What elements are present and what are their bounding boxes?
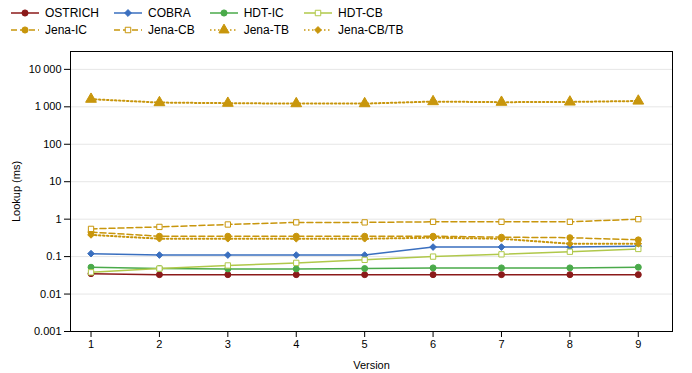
- svg-text:5: 5: [362, 338, 368, 350]
- svg-text:100: 100: [43, 138, 61, 150]
- svg-text:0.01: 0.01: [40, 288, 61, 300]
- html-text:HDT-CB: HDT-CB: [338, 6, 383, 20]
- html-text:COBRA: COBRA: [148, 6, 191, 20]
- svg-text:Version: Version: [353, 359, 390, 371]
- html-text:HDT-IC: HDT-IC: [243, 6, 284, 20]
- svg-text:0.1: 0.1: [46, 250, 61, 262]
- html-text:Jena-CB: Jena-CB: [148, 23, 195, 37]
- svg-text:0.001: 0.001: [34, 325, 62, 337]
- svg-text:7: 7: [498, 338, 504, 350]
- svg-text:10 000: 10 000: [29, 63, 62, 75]
- html-text:Jena-TB: Jena-TB: [243, 23, 289, 37]
- svg-text:3: 3: [225, 338, 231, 350]
- svg-text:4: 4: [293, 338, 299, 350]
- html-text:Jena-CB/TB: Jena-CB/TB: [338, 23, 404, 37]
- svg-text:Lookup (ms): Lookup (ms): [10, 161, 22, 222]
- svg-text:1: 1: [88, 338, 94, 350]
- html-text:OSTRICH: OSTRICH: [45, 6, 99, 20]
- svg-text:10: 10: [49, 175, 61, 187]
- svg-text:8: 8: [567, 338, 573, 350]
- svg-text:1 000: 1 000: [35, 100, 62, 112]
- svg-text:1: 1: [55, 213, 61, 225]
- svg-text:9: 9: [635, 338, 641, 350]
- html-text:Jena-IC: Jena-IC: [45, 23, 87, 37]
- svg-text:6: 6: [430, 338, 436, 350]
- svg-text:2: 2: [156, 338, 162, 350]
